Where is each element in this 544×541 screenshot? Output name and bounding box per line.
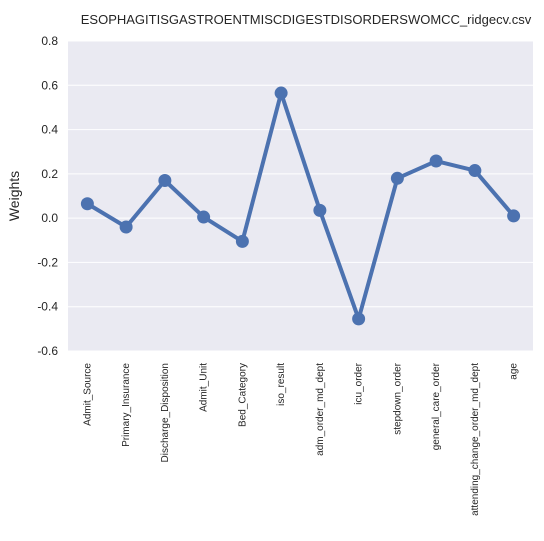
series-line bbox=[85, 91, 516, 321]
y-tick-label: 0.8 bbox=[41, 34, 58, 48]
data-point bbox=[119, 220, 133, 234]
x-tick-labels: Admit_Source Primary_Insurance Discharge_D… bbox=[82, 362, 519, 516]
plot-background bbox=[68, 41, 533, 351]
x-tick-label: age bbox=[509, 363, 520, 380]
data-point bbox=[274, 86, 288, 100]
y-axis-label: Weights bbox=[6, 171, 22, 221]
chart-title: ESOPHAGITISGASTROENTMISCDIGESTDISORDERSW… bbox=[81, 12, 532, 27]
x-tick-label: Admit_Unit bbox=[199, 363, 210, 412]
x-tick-label: iso_result bbox=[276, 363, 287, 406]
data-point bbox=[352, 312, 366, 326]
x-tick-label: adm_order_md_dept bbox=[315, 363, 326, 456]
grid-lines bbox=[68, 40, 533, 352]
data-point bbox=[235, 234, 249, 248]
x-tick-label: icu_order bbox=[354, 362, 365, 404]
data-point bbox=[390, 171, 404, 185]
data-point bbox=[507, 209, 521, 223]
data-point bbox=[158, 174, 172, 187]
x-tick-label: Bed_Category bbox=[237, 363, 248, 427]
y-tick-label: 0.4 bbox=[41, 123, 58, 137]
data-point bbox=[80, 197, 94, 211]
y-tick-label: 0.6 bbox=[41, 78, 58, 92]
y-tick-label: -0.2 bbox=[37, 255, 58, 269]
x-tick-label: stepdown_order bbox=[392, 362, 403, 434]
x-tick-label: Primary_Insurance bbox=[121, 363, 132, 447]
x-tick-label: Discharge_Disposition bbox=[160, 363, 171, 463]
data-point bbox=[313, 203, 327, 217]
data-point bbox=[429, 154, 443, 168]
y-tick-labels: -0.6 -0.4 -0.2 0.0 0.2 0.4 0.6 0.8 bbox=[37, 34, 58, 358]
y-tick-label: 0.2 bbox=[41, 167, 58, 181]
series-weights bbox=[80, 86, 521, 326]
x-tick-label: attending_change_order_md_dept bbox=[470, 363, 481, 516]
data-point bbox=[468, 164, 482, 178]
y-tick-label: 0.0 bbox=[41, 211, 58, 225]
y-tick-label: -0.6 bbox=[37, 344, 58, 358]
data-point bbox=[197, 210, 211, 224]
y-tick-label: -0.4 bbox=[37, 300, 58, 314]
x-tick-label: Admit_Source bbox=[82, 363, 93, 426]
x-tick-label: general_care_order bbox=[431, 362, 442, 450]
